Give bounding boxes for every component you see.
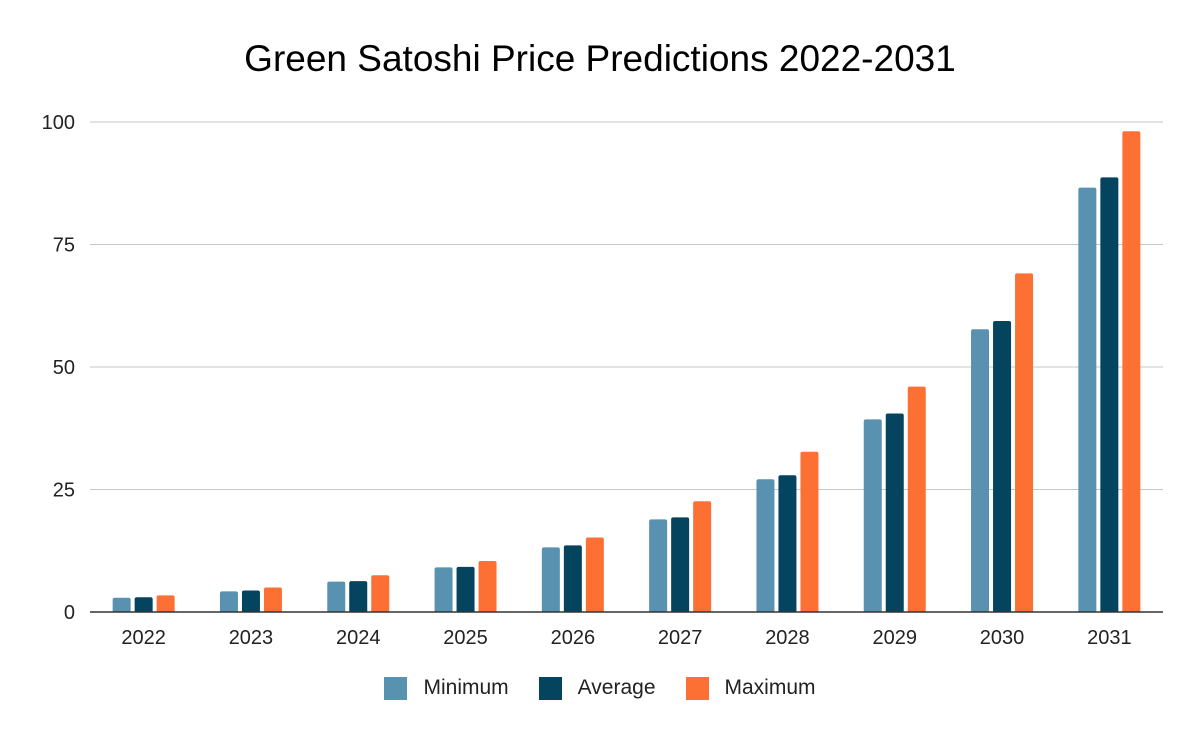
x-tick-label: 2022: [121, 627, 166, 649]
legend: Minimum Average Maximum: [0, 676, 1200, 700]
x-tick-label: 2026: [551, 627, 596, 649]
x-tick-label: 2024: [336, 627, 381, 649]
bar-maximum-2029: [907, 386, 926, 612]
bar-average-2022: [134, 597, 153, 612]
bars: [112, 131, 1141, 612]
bar-minimum-2029: [863, 419, 882, 612]
bar-average-2027: [671, 517, 690, 612]
bar-minimum-2026: [541, 547, 560, 612]
bar-minimum-2031: [1078, 187, 1097, 612]
legend-label: Minimum: [423, 676, 509, 699]
x-tick-label: 2030: [980, 627, 1025, 649]
bar-minimum-2024: [327, 581, 346, 612]
bar-average-2023: [241, 590, 260, 612]
y-tick-label: 0: [64, 602, 75, 624]
legend-swatch: [384, 676, 408, 700]
bar-maximum-2026: [585, 537, 604, 612]
x-tick-label: 2028: [765, 627, 810, 649]
y-tick-label: 100: [42, 112, 75, 134]
legend-item-average: Average: [538, 676, 656, 700]
bar-maximum-2030: [1015, 273, 1034, 612]
x-tick-label: 2027: [658, 627, 703, 649]
bar-minimum-2028: [756, 479, 775, 612]
bar-minimum-2030: [971, 329, 990, 612]
x-tick-label: 2029: [873, 627, 918, 649]
bar-average-2024: [349, 581, 368, 612]
bar-average-2031: [1100, 177, 1119, 612]
bar-average-2029: [885, 413, 904, 612]
bar-maximum-2025: [478, 561, 497, 612]
legend-item-maximum: Maximum: [685, 676, 816, 700]
chart-title: Green Satoshi Price Predictions 2022-203…: [244, 38, 956, 79]
x-tick-label: 2031: [1087, 627, 1132, 649]
axes: 0 25 50 75 100 2022 2023 2024 2025 2026 2027 2028 20…: [42, 112, 1163, 649]
bar-minimum-2022: [112, 597, 131, 612]
x-tick-label: 2023: [229, 627, 274, 649]
legend-swatch: [685, 676, 709, 700]
bar-minimum-2023: [219, 591, 238, 612]
legend-swatch: [538, 676, 562, 700]
y-tick-label: 25: [53, 480, 75, 502]
legend-label: Maximum: [724, 676, 816, 699]
y-tick-label: 50: [53, 357, 75, 379]
bar-minimum-2025: [434, 567, 453, 612]
bar-maximum-2022: [156, 595, 175, 612]
bar-average-2026: [563, 545, 582, 612]
legend-label: Average: [577, 676, 656, 699]
bar-maximum-2031: [1122, 131, 1141, 612]
bar-average-2028: [778, 475, 797, 612]
bar-minimum-2027: [649, 519, 668, 612]
bar-maximum-2023: [263, 587, 282, 612]
bar-average-2025: [456, 566, 475, 612]
bar-maximum-2024: [371, 575, 390, 612]
bar-average-2030: [993, 320, 1012, 612]
bar-maximum-2028: [800, 451, 819, 612]
x-tick-label: 2025: [443, 627, 488, 649]
bar-maximum-2027: [693, 501, 712, 612]
legend-item-minimum: Minimum: [384, 676, 509, 700]
y-tick-label: 75: [53, 235, 75, 257]
